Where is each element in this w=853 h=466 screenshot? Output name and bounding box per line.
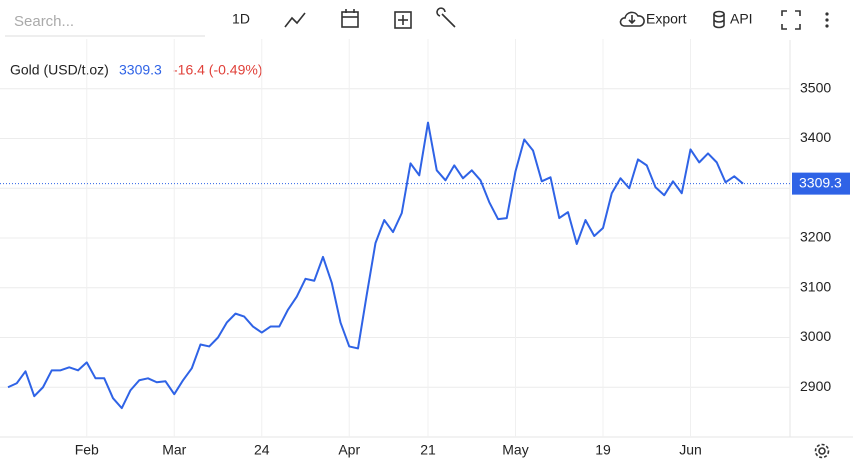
price-line <box>7 121 744 410</box>
x-tick-label: Feb <box>75 442 99 458</box>
export-label: Export <box>646 11 687 27</box>
x-tick-label: Jun <box>679 442 702 458</box>
last-price-label: 3309.3 <box>799 174 842 190</box>
chart-type-button[interactable] <box>284 12 306 28</box>
calendar-button[interactable] <box>341 9 359 28</box>
legend-price: 3309.3 <box>119 62 162 78</box>
last-price-box <box>792 172 850 195</box>
legend-change: -16.4 (-0.49%) <box>173 62 262 78</box>
x-tick-label: 21 <box>420 442 436 458</box>
legend-name: Gold (USD/t.oz) <box>10 62 109 78</box>
y-tick-label: 3500 <box>800 79 831 95</box>
fullscreen-button[interactable] <box>781 10 801 30</box>
settings-button[interactable] <box>814 443 830 459</box>
x-tick-label: May <box>502 442 528 458</box>
y-tick-label: 3100 <box>800 278 831 294</box>
tools-button[interactable] <box>436 7 456 28</box>
search-input[interactable]: Search... <box>14 13 74 30</box>
add-button[interactable] <box>394 11 412 29</box>
api-label: API <box>730 11 753 27</box>
menu-button[interactable] <box>825 12 829 28</box>
y-tick-label: 2900 <box>800 378 831 394</box>
x-tick-label: Apr <box>338 442 360 458</box>
x-tick-label: 19 <box>595 442 611 458</box>
x-tick-label: 24 <box>254 442 270 458</box>
y-tick-label: 3000 <box>800 328 831 344</box>
x-tick-label: Mar <box>162 442 186 458</box>
export-button[interactable]: Export <box>619 11 687 27</box>
y-tick-label: 3200 <box>800 229 831 245</box>
api-button[interactable]: API <box>713 10 753 29</box>
interval-button[interactable]: 1D <box>232 11 250 27</box>
y-tick-label: 3400 <box>800 129 831 145</box>
